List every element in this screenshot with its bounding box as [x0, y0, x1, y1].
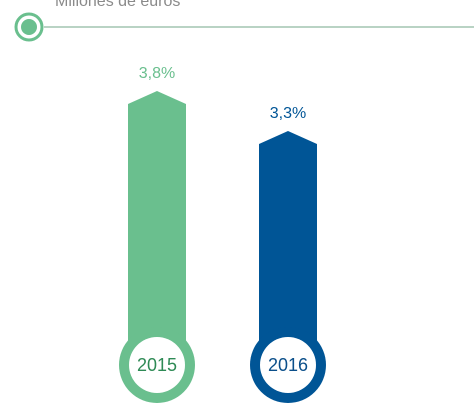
bulb-inner: [260, 337, 316, 393]
value-label: 3,8%: [139, 65, 175, 82]
bar: [128, 91, 186, 365]
header-icon-dot: [21, 19, 37, 35]
value-label: 3,3%: [270, 105, 306, 122]
bar: [259, 131, 317, 365]
x-tick-label: 2016: [268, 355, 308, 375]
bulb-inner: [129, 337, 185, 393]
x-tick-label: 2015: [137, 355, 177, 375]
subtitle: Millones de euros: [55, 0, 180, 10]
